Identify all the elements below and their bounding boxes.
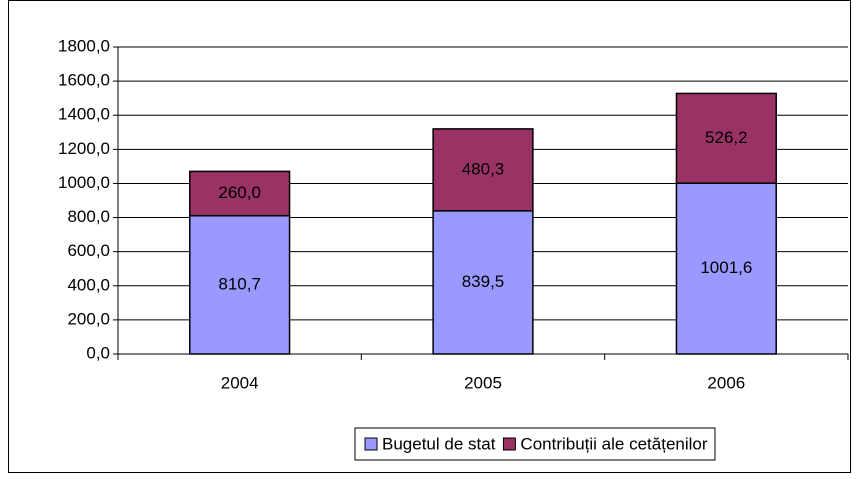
y-tick-label: 0,0 bbox=[86, 343, 110, 362]
data-label: 260,0 bbox=[218, 183, 261, 202]
x-tick-label: 2004 bbox=[221, 373, 259, 392]
bar-segment bbox=[432, 210, 534, 355]
bar-segment bbox=[189, 170, 291, 217]
x-tick-label: 2005 bbox=[464, 373, 502, 392]
bar-segment bbox=[189, 214, 291, 355]
y-tick-label: 800,0 bbox=[67, 207, 110, 226]
y-tick-label: 1800,0 bbox=[58, 36, 110, 55]
bar-segment bbox=[675, 92, 777, 184]
y-tick-label: 1400,0 bbox=[58, 105, 110, 124]
y-tick-label: 600,0 bbox=[67, 241, 110, 260]
bar-segment bbox=[675, 182, 777, 355]
data-label: 839,5 bbox=[462, 272, 505, 291]
data-label: 810,7 bbox=[218, 274, 261, 293]
legend-swatch bbox=[364, 437, 378, 451]
y-tick-label: 200,0 bbox=[67, 309, 110, 328]
data-label: 480,3 bbox=[462, 159, 505, 178]
legend-box bbox=[354, 427, 716, 461]
bar-segment bbox=[432, 128, 534, 212]
x-tick-label: 2006 bbox=[707, 373, 745, 392]
legend-swatch bbox=[502, 437, 516, 451]
data-label: 1001,6 bbox=[700, 258, 752, 277]
legend-label: Contribuții ale cetățenilor bbox=[520, 434, 707, 453]
y-tick-label: 400,0 bbox=[67, 275, 110, 294]
y-tick-label: 1200,0 bbox=[58, 139, 110, 158]
data-label: 526,2 bbox=[705, 128, 748, 147]
y-tick-label: 1600,0 bbox=[58, 71, 110, 90]
legend-label: Bugetul de stat bbox=[382, 434, 496, 453]
y-tick-label: 1000,0 bbox=[58, 173, 110, 192]
